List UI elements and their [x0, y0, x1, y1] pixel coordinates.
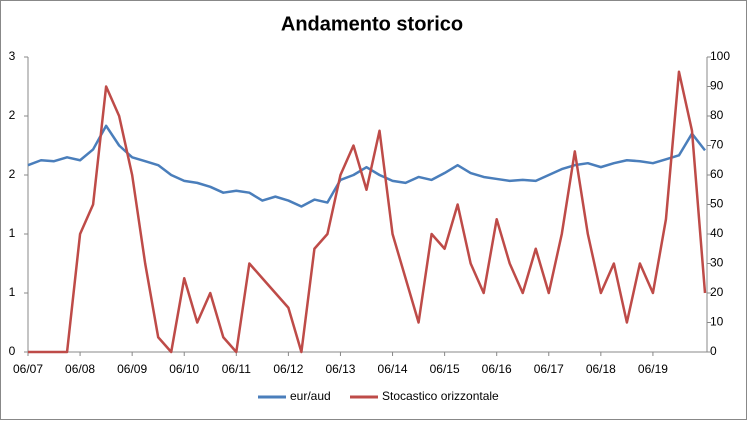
x-tick-label: 06/09	[117, 362, 147, 376]
legend-label: Stocastico orizzontale	[382, 389, 499, 403]
y2-tick-label: 40	[710, 226, 724, 240]
y2-tick-label: 50	[710, 197, 724, 211]
series-line	[27, 124, 706, 208]
x-tick-label: 06/08	[65, 362, 95, 376]
x-tick-label: 06/07	[13, 362, 43, 376]
y2-tick-label: 100	[710, 49, 730, 63]
y2-tick-label: 30	[710, 256, 724, 270]
y-tick-label: 1	[9, 226, 16, 240]
x-tick-label: 06/10	[169, 362, 199, 376]
y2-tick-label: 60	[710, 167, 724, 181]
y2-tick-label: 90	[710, 79, 724, 93]
y-tick-label: 3	[9, 49, 16, 63]
x-tick-label: 06/13	[325, 362, 355, 376]
x-tick-label: 06/12	[273, 362, 303, 376]
y-tick-label: 2	[9, 108, 16, 122]
x-tick-label: 06/19	[638, 362, 668, 376]
y2-tick-label: 10	[710, 315, 724, 329]
legend-label: eur/aud	[290, 389, 331, 403]
y-tick-label: 2	[9, 167, 16, 181]
x-tick-label: 06/15	[430, 362, 460, 376]
y-tick-label: 0	[9, 344, 16, 358]
y2-tick-label: 0	[710, 344, 717, 358]
y-tick-label: 1	[9, 285, 16, 299]
x-tick-label: 06/16	[482, 362, 512, 376]
chart-title: Andamento storico	[281, 13, 463, 35]
x-tick-label: 06/18	[586, 362, 616, 376]
series-line	[28, 70, 707, 354]
y2-tick-label: 20	[710, 285, 724, 299]
x-tick-label: 06/11	[222, 362, 251, 376]
y2-tick-label: 70	[710, 138, 724, 152]
x-tick-label: 06/17	[534, 362, 564, 376]
x-tick-label: 06/14	[378, 362, 408, 376]
y2-tick-label: 80	[710, 108, 724, 122]
